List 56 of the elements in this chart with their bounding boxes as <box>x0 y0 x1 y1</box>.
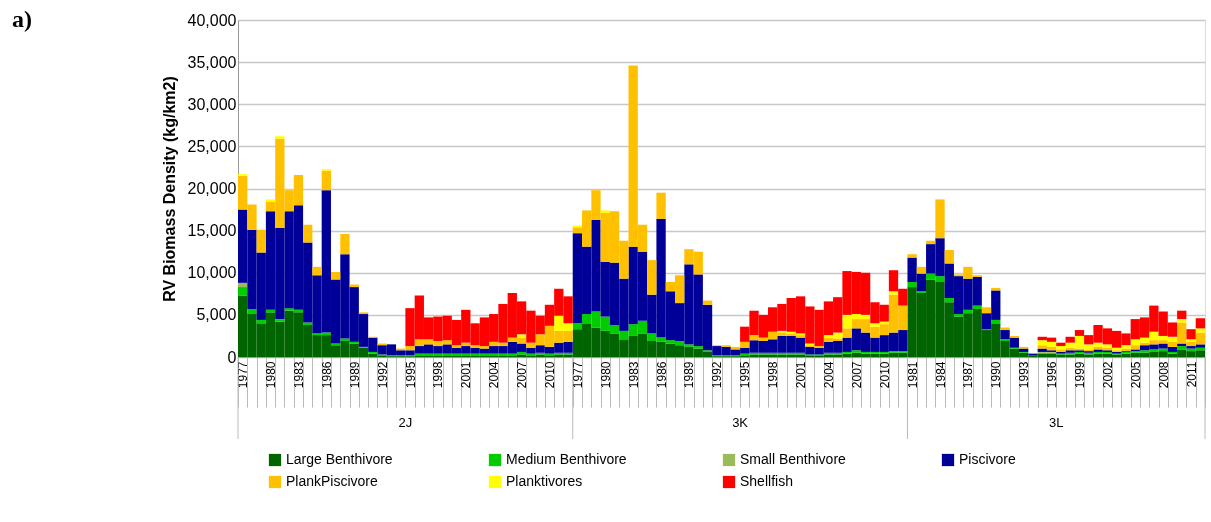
x-tick-label: 2002 <box>1100 361 1115 389</box>
x-tick-label: 1977 <box>236 361 251 389</box>
text: 2J <box>398 415 413 430</box>
y-tick-label: 25,000 <box>187 137 237 155</box>
x-tick-label: 2001 <box>459 361 474 389</box>
x-tick-label: 2007 <box>515 361 530 389</box>
legend-label: Shellfish <box>740 473 793 489</box>
y-tick-label: 15,000 <box>187 222 237 240</box>
legend-label: Large Benthivore <box>286 451 393 467</box>
x-tick-label: 2010 <box>877 361 892 389</box>
y-tick-label: 20,000 <box>187 180 237 197</box>
x-tick-label: 1989 <box>347 361 362 389</box>
x-tick-label: 1986 <box>319 361 334 389</box>
x-tick-label: 2001 <box>794 361 809 389</box>
x-tick-label: 1992 <box>710 361 725 389</box>
x-tick-label: 1996 <box>1045 361 1060 389</box>
text: 3K <box>732 415 749 430</box>
y-tick-label: 40,000 <box>187 11 237 29</box>
x-tick-label: 1998 <box>766 361 781 389</box>
x-tick-label: 1981 <box>905 361 920 389</box>
x-tick-label: 2005 <box>1128 361 1143 389</box>
legend-label: Planktivores <box>506 473 583 489</box>
legend-label: Medium Benthivore <box>506 451 627 467</box>
x-tick-label: 1990 <box>989 361 1004 389</box>
y-axis-title: RV Biomass Density (kg/km2) <box>160 76 178 302</box>
x-tick-label: 2008 <box>1156 361 1171 389</box>
x-tick-label: 2011 <box>1184 361 1199 388</box>
x-tick-label: 1999 <box>1072 361 1087 389</box>
legend-label: Piscivore <box>959 451 1017 467</box>
x-tick-label: 2010 <box>542 361 557 389</box>
x-tick-label: 1983 <box>291 361 306 389</box>
x-tick-label: 1980 <box>598 361 613 389</box>
y-tick-label: 0 <box>227 348 237 366</box>
x-tick-label: 1989 <box>682 361 697 389</box>
x-tick-label: 1984 <box>933 361 948 389</box>
x-tick-label: 1993 <box>1017 361 1032 389</box>
x-tick-label: 1995 <box>403 361 418 389</box>
x-tick-label: 1983 <box>626 361 641 389</box>
x-tick-label: 1987 <box>961 361 976 389</box>
y-tick-label: 35,000 <box>187 53 237 71</box>
x-tick-label: 1977 <box>570 361 585 389</box>
y-tick-label: 30,000 <box>187 95 237 113</box>
x-tick-label: 1998 <box>431 361 446 389</box>
x-tick-label: 1980 <box>264 361 279 389</box>
x-tick-label: 1986 <box>654 361 669 389</box>
legend-label: PlankPiscivore <box>286 473 379 489</box>
legend-label: Small Benthivore <box>740 451 847 467</box>
text: 3L <box>1049 415 1064 430</box>
x-tick-label: 1992 <box>375 361 390 389</box>
text: a) <box>12 6 32 32</box>
y-tick-label: 5,000 <box>196 306 237 324</box>
x-tick-label: 2004 <box>821 361 836 389</box>
y-tick-label: 10,000 <box>187 264 237 282</box>
x-tick-label: 2004 <box>487 361 502 389</box>
x-tick-label: 2007 <box>849 361 864 389</box>
x-tick-label: 1995 <box>738 361 753 389</box>
